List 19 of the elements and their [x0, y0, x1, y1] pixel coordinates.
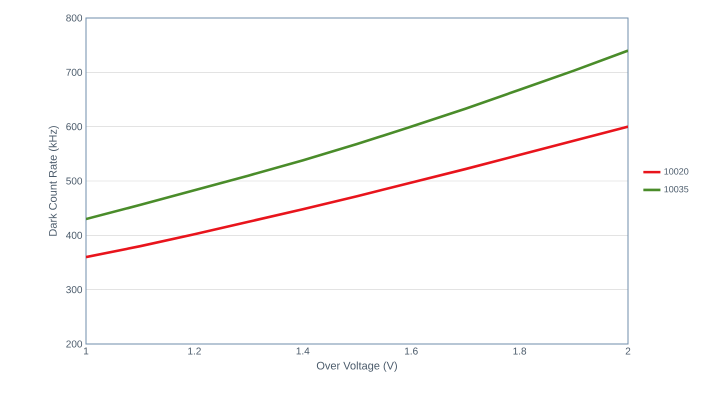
legend-label: 10035: [664, 186, 688, 192]
y-tick-label: 500: [66, 177, 82, 185]
y-tick-label: 300: [66, 286, 82, 294]
x-tick-label: 1.2: [188, 348, 201, 355]
x-tick-label: 1.8: [513, 348, 526, 355]
x-tick-label: 1.4: [296, 348, 310, 354]
y-axis-title: Dark Count Rate (kHz): [48, 126, 59, 236]
y-tick-label: 800: [66, 14, 82, 22]
y-tick-label: 600: [66, 123, 82, 130]
x-axis-title: Over Voltage (V): [316, 361, 397, 372]
x-tick-label: 1: [84, 348, 88, 354]
y-tick-label: 700: [66, 68, 82, 76]
line-series: [86, 49, 628, 220]
y-tick-label: 400: [66, 232, 82, 239]
x-tick-label: 1.6: [405, 348, 418, 355]
legend-label: 10020: [664, 168, 688, 175]
x-tick-label: 2: [626, 348, 630, 355]
y-tick-label: 200: [66, 340, 82, 348]
line-series: [86, 125, 628, 258]
